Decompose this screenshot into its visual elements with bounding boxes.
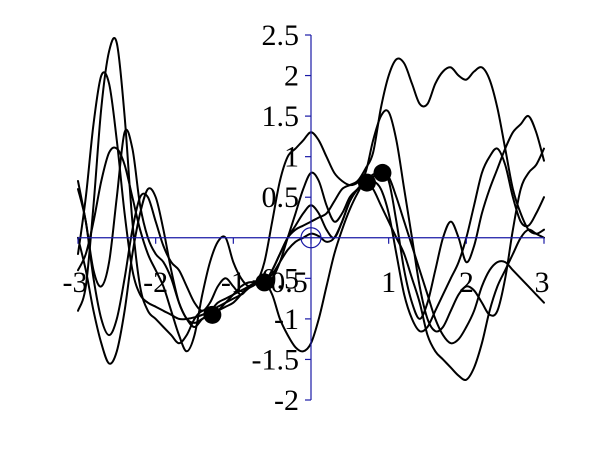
x-tick-label: 3 xyxy=(535,266,550,299)
y-tick-label: -1.5 xyxy=(252,343,300,376)
y-tick-label: 1 xyxy=(284,141,299,174)
y-tick-label: -1 xyxy=(274,303,299,336)
x-tick-label: -2 xyxy=(143,266,168,299)
x-tick-label: -1 xyxy=(221,266,246,299)
x-tick-label: 0.5 xyxy=(270,266,308,299)
x-tick-label: 2 xyxy=(459,266,474,299)
observation-point xyxy=(357,173,376,192)
x-tick-label: 1 xyxy=(381,266,396,299)
axes-layer xyxy=(77,34,545,401)
observation-point xyxy=(373,163,392,182)
y-tick-label: 2 xyxy=(284,60,299,93)
y-tick-label: 0.5 xyxy=(262,181,300,214)
sample-curve-1 xyxy=(77,37,545,345)
observation-point xyxy=(203,305,222,324)
y-tick-label: -0.5 xyxy=(252,262,300,295)
origin-circle xyxy=(300,227,322,249)
y-tick-label: 2.5 xyxy=(262,19,300,52)
y-tick-label: 1.5 xyxy=(262,100,300,133)
x-tick-label: -3 xyxy=(63,266,88,299)
observations-layer xyxy=(203,163,392,324)
y-tick-label: -2 xyxy=(274,384,299,417)
observation-point xyxy=(255,273,274,292)
tick-labels-layer: -3 -2 -1 0.5 1 2 32.521.510.5-0.5-1-1.5-2 xyxy=(63,19,550,417)
